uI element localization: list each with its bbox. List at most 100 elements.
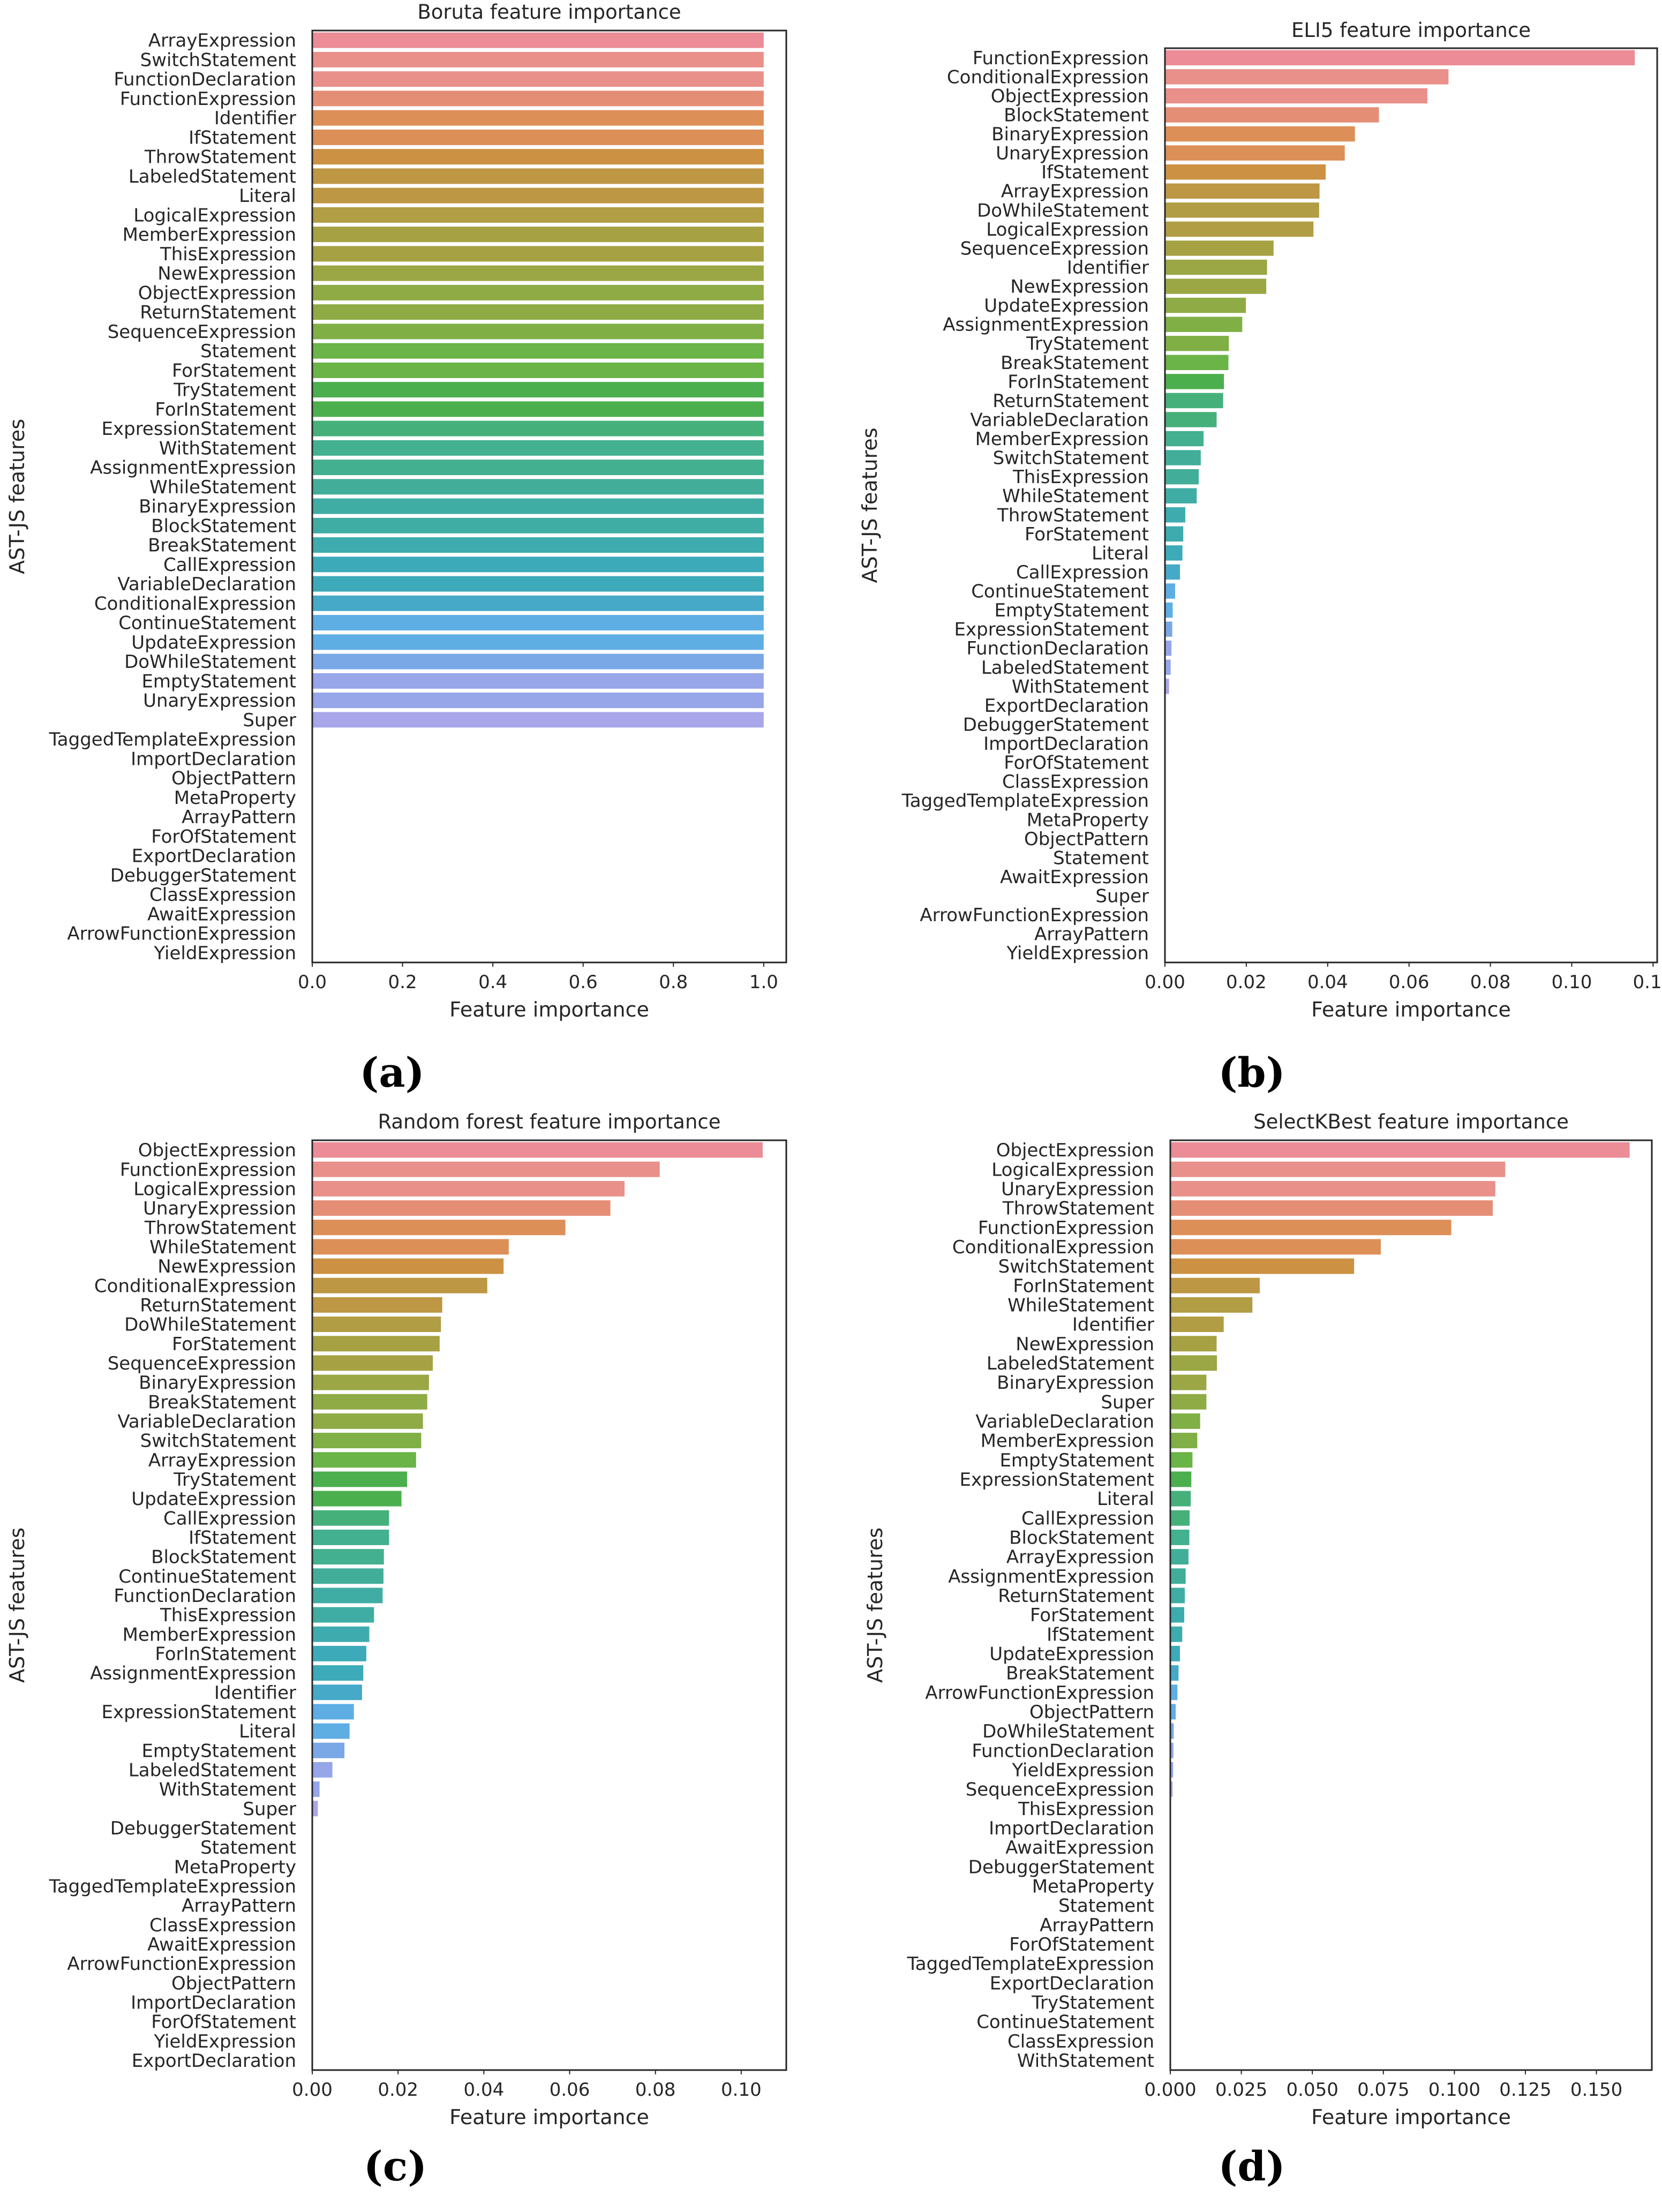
bar-literal <box>312 1723 350 1739</box>
bar-arrayexpression <box>312 32 764 48</box>
y-tick-label: DoWhileStatement <box>124 651 296 673</box>
y-tick-label: SequenceExpression <box>966 1779 1154 1801</box>
bar-ifstatement <box>1165 164 1326 180</box>
y-tick-label: DoWhileStatement <box>124 1314 296 1336</box>
y-tick-label: TryStatement <box>173 380 296 401</box>
bar-withstatement <box>312 1781 320 1797</box>
y-tick-label: SwitchStatement <box>140 1431 296 1452</box>
bar-callexpression <box>312 556 764 573</box>
y-tick-label: DebuggerStatement <box>110 865 296 886</box>
bar-objectpattern <box>1170 1704 1176 1720</box>
x-tick-label: 1.0 <box>749 972 778 993</box>
x-tick-label: 0.04 <box>464 2079 505 2101</box>
bar-switchstatement <box>312 1433 422 1449</box>
y-tick-label: ArrowFunctionExpression <box>67 1953 296 1975</box>
bar-newexpression <box>1165 279 1267 294</box>
bar-binaryexpression <box>1170 1374 1207 1390</box>
bar-dowhilestatement <box>312 1316 441 1333</box>
y-tick-label: MemberExpression <box>123 224 296 246</box>
y-tick-label: IfStatement <box>1047 1624 1154 1645</box>
y-tick-label: ArrayExpression <box>148 1450 296 1471</box>
bar-ifstatement <box>1170 1626 1183 1642</box>
y-tick-label: ForOfStatement <box>1004 753 1149 774</box>
bar-emptystatement <box>312 1742 345 1758</box>
y-tick-label: WithStatement <box>1012 676 1149 697</box>
y-tick-label: FunctionDeclaration <box>114 69 296 91</box>
bar-withstatement <box>312 440 764 456</box>
bar-emptystatement <box>1170 1452 1193 1468</box>
y-tick-label: BinaryExpression <box>991 124 1149 145</box>
bar-ifstatement <box>312 129 764 145</box>
y-tick-label: TaggedTemplateExpression <box>901 791 1149 812</box>
bar-super <box>312 1801 318 1817</box>
y-tick-label: ConditionalExpression <box>947 66 1149 88</box>
bar-withstatement <box>1165 679 1169 694</box>
y-tick-label: ForStatement <box>1030 1605 1154 1626</box>
y-tick-label: EmptyStatement <box>141 1740 296 1762</box>
y-tick-label: CallExpression <box>163 554 296 576</box>
bar-objectexpression <box>312 284 764 300</box>
y-tick-label: WhileStatement <box>1007 1295 1154 1316</box>
y-tick-label: VariableDeclaration <box>970 409 1149 431</box>
bar-sequenceexpression <box>1170 1781 1173 1797</box>
y-tick-label: TaggedTemplateExpression <box>907 1953 1154 1975</box>
y-tick-label: BlockStatement <box>1004 104 1149 126</box>
y-tick-label: ForStatement <box>1025 524 1149 545</box>
panel-label-d: (d) <box>1218 2142 1285 2190</box>
y-tick-label: Statement <box>1058 1895 1154 1917</box>
bar-objectexpression <box>1165 88 1427 104</box>
y-tick-label: SequenceExpression <box>108 1353 296 1374</box>
y-tick-label: Literal <box>239 1721 296 1742</box>
y-tick-label: BinaryExpression <box>997 1372 1154 1394</box>
y-tick-label: ObjectPattern <box>171 768 296 789</box>
y-tick-label: SwitchStatement <box>998 1256 1154 1277</box>
bar-arrowfunctionexpression <box>1170 1684 1178 1701</box>
bar-blockstatement <box>1170 1529 1190 1545</box>
bar-forinstatement <box>312 401 764 417</box>
y-tick-label: ForInStatement <box>155 1643 296 1665</box>
bar-unaryexpression <box>312 1200 611 1216</box>
bar-conditionalexpression <box>312 1277 487 1293</box>
chart-b: ELI5 feature importance FunctionExpressio… <box>858 19 1662 1021</box>
y-tick-label: ThisExpression <box>1018 1799 1154 1820</box>
y-tick-label: AwaitExpression <box>1005 1837 1154 1859</box>
y-tick-label: ForOfStatement <box>151 826 296 847</box>
bar-super <box>1170 1394 1207 1410</box>
chart-title-a: Boruta feature importance <box>417 1 681 24</box>
bar-expressionstatement <box>1165 621 1172 637</box>
bar-whilestatement <box>1170 1297 1253 1313</box>
y-tick-label: YieldExpression <box>153 943 296 964</box>
x-tick-label: 0.08 <box>1470 972 1511 993</box>
y-tick-label: UpdateExpression <box>984 295 1149 317</box>
bar-updateexpression <box>312 1491 402 1507</box>
y-tick-label: AssignmentExpression <box>90 457 296 479</box>
bar-dowhilestatement <box>1165 202 1319 218</box>
bar-expressionstatement <box>312 1704 354 1720</box>
chart-panel-d: SelectKBest feature importance ObjectExpr… <box>831 1109 1662 2212</box>
bar-returnstatement <box>312 1297 442 1313</box>
chart-title-b: ELI5 feature importance <box>1291 19 1531 42</box>
bar-objectexpression <box>312 1142 763 1158</box>
bar-conditionalexpression <box>1165 69 1449 85</box>
y-tick-label: MemberExpression <box>975 428 1149 450</box>
y-tick-label: FunctionExpression <box>120 1159 296 1180</box>
y-tick-label: ArrayExpression <box>1006 1547 1154 1568</box>
y-tick-label: ForOfStatement <box>151 2012 296 2033</box>
chart-title-c: Random forest feature importance <box>378 1110 720 1133</box>
y-tick-label: Statement <box>200 1837 296 1859</box>
y-tick-label: EmptyStatement <box>994 600 1149 621</box>
bar-memberexpression <box>1170 1433 1198 1449</box>
y-tick-label: BreakStatement <box>148 535 296 556</box>
x-tick-label: 0.125 <box>1499 2079 1551 2101</box>
y-tick-label: ReturnStatement <box>998 1585 1154 1607</box>
y-tick-label: MetaProperty <box>1027 809 1149 831</box>
y-tick-label: YieldExpression <box>1011 1759 1154 1781</box>
y-tick-label: ArrayPattern <box>182 1895 296 1917</box>
bar-identifier <box>1170 1316 1224 1333</box>
y-tick-label: IfStatement <box>189 1527 296 1548</box>
y-tick-label: DebuggerStatement <box>968 1856 1154 1878</box>
y-tick-label: IfStatement <box>189 127 296 148</box>
bar-newexpression <box>312 265 764 281</box>
y-tick-label: BreakStatement <box>1006 1663 1154 1684</box>
bar-continuestatement <box>1165 583 1175 599</box>
